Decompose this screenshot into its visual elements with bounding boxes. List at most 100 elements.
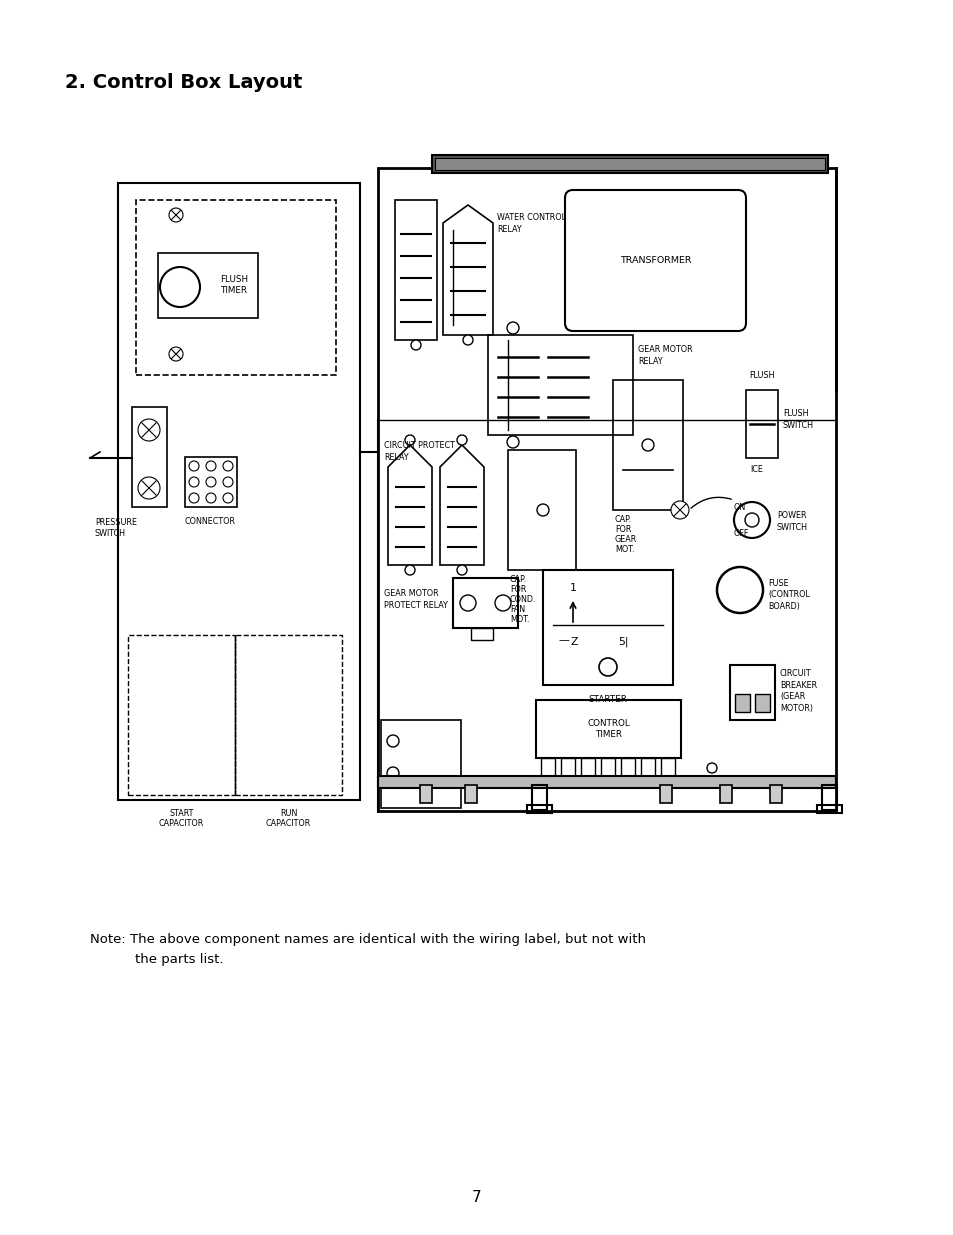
Polygon shape [442,205,493,335]
Bar [659,785,671,803]
Bar [734,694,749,713]
Text: MOT.: MOT. [615,546,634,555]
Bar [464,785,476,803]
Circle shape [456,435,467,445]
Text: CONTROL
TIMER: CONTROL TIMER [586,719,629,739]
Text: SWITCH: SWITCH [782,421,813,431]
Polygon shape [388,445,432,564]
Bar [488,335,633,435]
Circle shape [169,347,183,361]
Bar [377,776,835,788]
Circle shape [506,436,518,448]
Circle shape [206,493,215,503]
Bar [640,758,655,781]
Circle shape [206,477,215,487]
Bar [234,635,341,795]
Text: FOR: FOR [615,526,631,535]
Bar [526,805,552,813]
Circle shape [456,564,467,576]
Bar [118,183,359,800]
Bar [471,629,493,640]
Circle shape [537,504,548,516]
Bar [432,156,827,173]
Text: 7: 7 [472,1189,481,1204]
Bar [560,758,575,781]
Circle shape [733,501,769,538]
Text: FLUSH: FLUSH [782,410,807,419]
Bar [158,253,257,317]
Text: OFF: OFF [733,530,749,538]
Text: TRANSFORMER: TRANSFORMER [619,256,691,266]
Text: —: — [558,635,568,645]
Text: 1: 1 [569,583,576,593]
Text: the parts list.: the parts list. [135,953,223,967]
Circle shape [598,658,617,676]
Bar [377,168,835,811]
Text: WATER CONTROL: WATER CONTROL [497,214,565,222]
Circle shape [169,207,183,222]
Bar [395,200,436,340]
Text: PROTECT RELAY: PROTECT RELAY [384,600,447,610]
Bar [128,635,234,795]
Circle shape [411,340,420,350]
Text: STARTER: STARTER [588,694,627,704]
Text: CIRCUIT PROTECT: CIRCUIT PROTECT [384,441,455,450]
Text: ICE: ICE [749,464,762,473]
Circle shape [706,763,717,773]
Text: RELAY: RELAY [497,226,521,235]
Circle shape [206,461,215,471]
Circle shape [641,438,654,451]
Text: START
CAPACITOR: START CAPACITOR [159,809,204,829]
Text: 2. Control Box Layout: 2. Control Box Layout [65,73,302,91]
Bar [435,158,824,170]
Text: PRESSURE
SWITCH: PRESSURE SWITCH [95,519,137,537]
Circle shape [138,419,160,441]
Text: MOT.: MOT. [510,615,529,625]
Bar [745,390,778,458]
Text: 5|: 5| [618,637,628,647]
Circle shape [495,595,511,611]
Bar [821,785,836,810]
Polygon shape [439,445,483,564]
Circle shape [223,461,233,471]
Bar [185,457,236,508]
Bar [613,380,682,510]
Circle shape [459,595,476,611]
Text: FAN: FAN [510,605,524,615]
Bar [754,694,769,713]
Text: ON: ON [733,504,745,513]
Text: MOTOR): MOTOR) [780,704,812,714]
Text: GEAR: GEAR [615,536,637,545]
Bar [720,785,731,803]
Text: FLUSH: FLUSH [748,372,774,380]
Bar [769,785,781,803]
Circle shape [405,435,415,445]
Bar [580,758,595,781]
Text: RELAY: RELAY [384,452,408,462]
Bar [660,758,675,781]
Circle shape [138,477,160,499]
Text: Note: The above component names are identical with the wiring label, but not wit: Note: The above component names are iden… [90,934,645,946]
Text: GEAR MOTOR: GEAR MOTOR [638,346,692,354]
Circle shape [189,461,199,471]
FancyBboxPatch shape [564,190,745,331]
Text: BREAKER: BREAKER [780,680,817,689]
Circle shape [160,267,200,308]
Text: CAP.: CAP. [510,576,527,584]
Bar [816,805,841,813]
Bar [380,720,460,808]
Text: CAP.: CAP. [615,515,632,525]
Text: CIRCUIT: CIRCUIT [780,668,811,678]
Bar [542,571,672,685]
Text: (GEAR: (GEAR [780,693,804,701]
Text: GEAR MOTOR: GEAR MOTOR [384,589,438,598]
Circle shape [223,477,233,487]
Text: CONNECTOR: CONNECTOR [185,516,235,526]
Bar [132,408,167,508]
Circle shape [405,564,415,576]
Bar [729,664,774,720]
Bar [453,578,517,629]
Text: (CONTROL: (CONTROL [767,590,809,599]
Bar [620,758,635,781]
Bar [532,785,546,810]
